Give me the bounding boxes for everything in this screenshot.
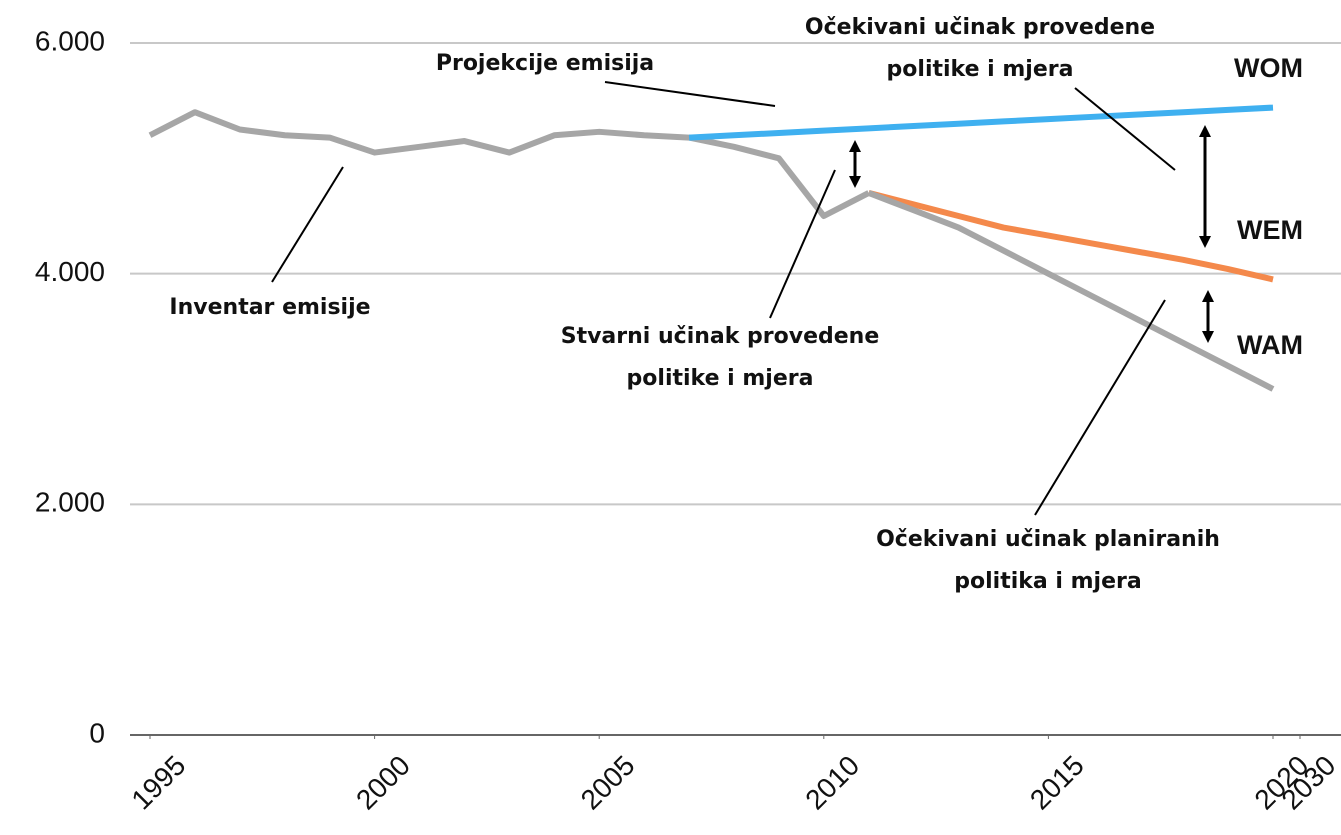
x-tick-label: 2000 xyxy=(350,750,416,816)
annotation: politike i mjera xyxy=(627,366,814,391)
series-label: WAM xyxy=(1237,330,1303,360)
leader-line xyxy=(769,169,836,319)
annotation: Stvarni učinak provedene xyxy=(561,324,880,349)
leader-line xyxy=(1034,299,1166,516)
series-line xyxy=(688,104,1274,141)
x-tick-label: 2005 xyxy=(575,750,641,816)
leader-line xyxy=(1074,87,1176,171)
leader-lines xyxy=(271,81,1214,516)
leader-line xyxy=(271,166,344,283)
annotation: politika i mjera xyxy=(954,569,1141,594)
annotation: Očekivani učinak provedene xyxy=(805,15,1155,40)
annotation: politike i mjera xyxy=(887,57,1074,82)
series-line xyxy=(867,190,1274,283)
y-tick-label: 0 xyxy=(89,717,105,748)
x-tick-label: 2010 xyxy=(799,750,865,816)
y-tick-label: 2.000 xyxy=(35,487,105,518)
annotation: Očekivani učinak planiranih xyxy=(876,527,1220,552)
x-tick-label: 2015 xyxy=(1024,750,1090,816)
y-tick-label: 6.000 xyxy=(35,25,105,56)
series-line xyxy=(867,190,1275,392)
series-label: WEM xyxy=(1237,215,1303,245)
series-label: Inventar emisije xyxy=(169,295,370,320)
annotation: Projekcije emisija xyxy=(436,51,654,76)
leader-line xyxy=(604,81,776,107)
x-tick-label: 1995 xyxy=(125,750,191,816)
series-label: WOM xyxy=(1234,53,1303,83)
series-line xyxy=(148,109,871,219)
y-tick-label: 4.000 xyxy=(35,256,105,287)
